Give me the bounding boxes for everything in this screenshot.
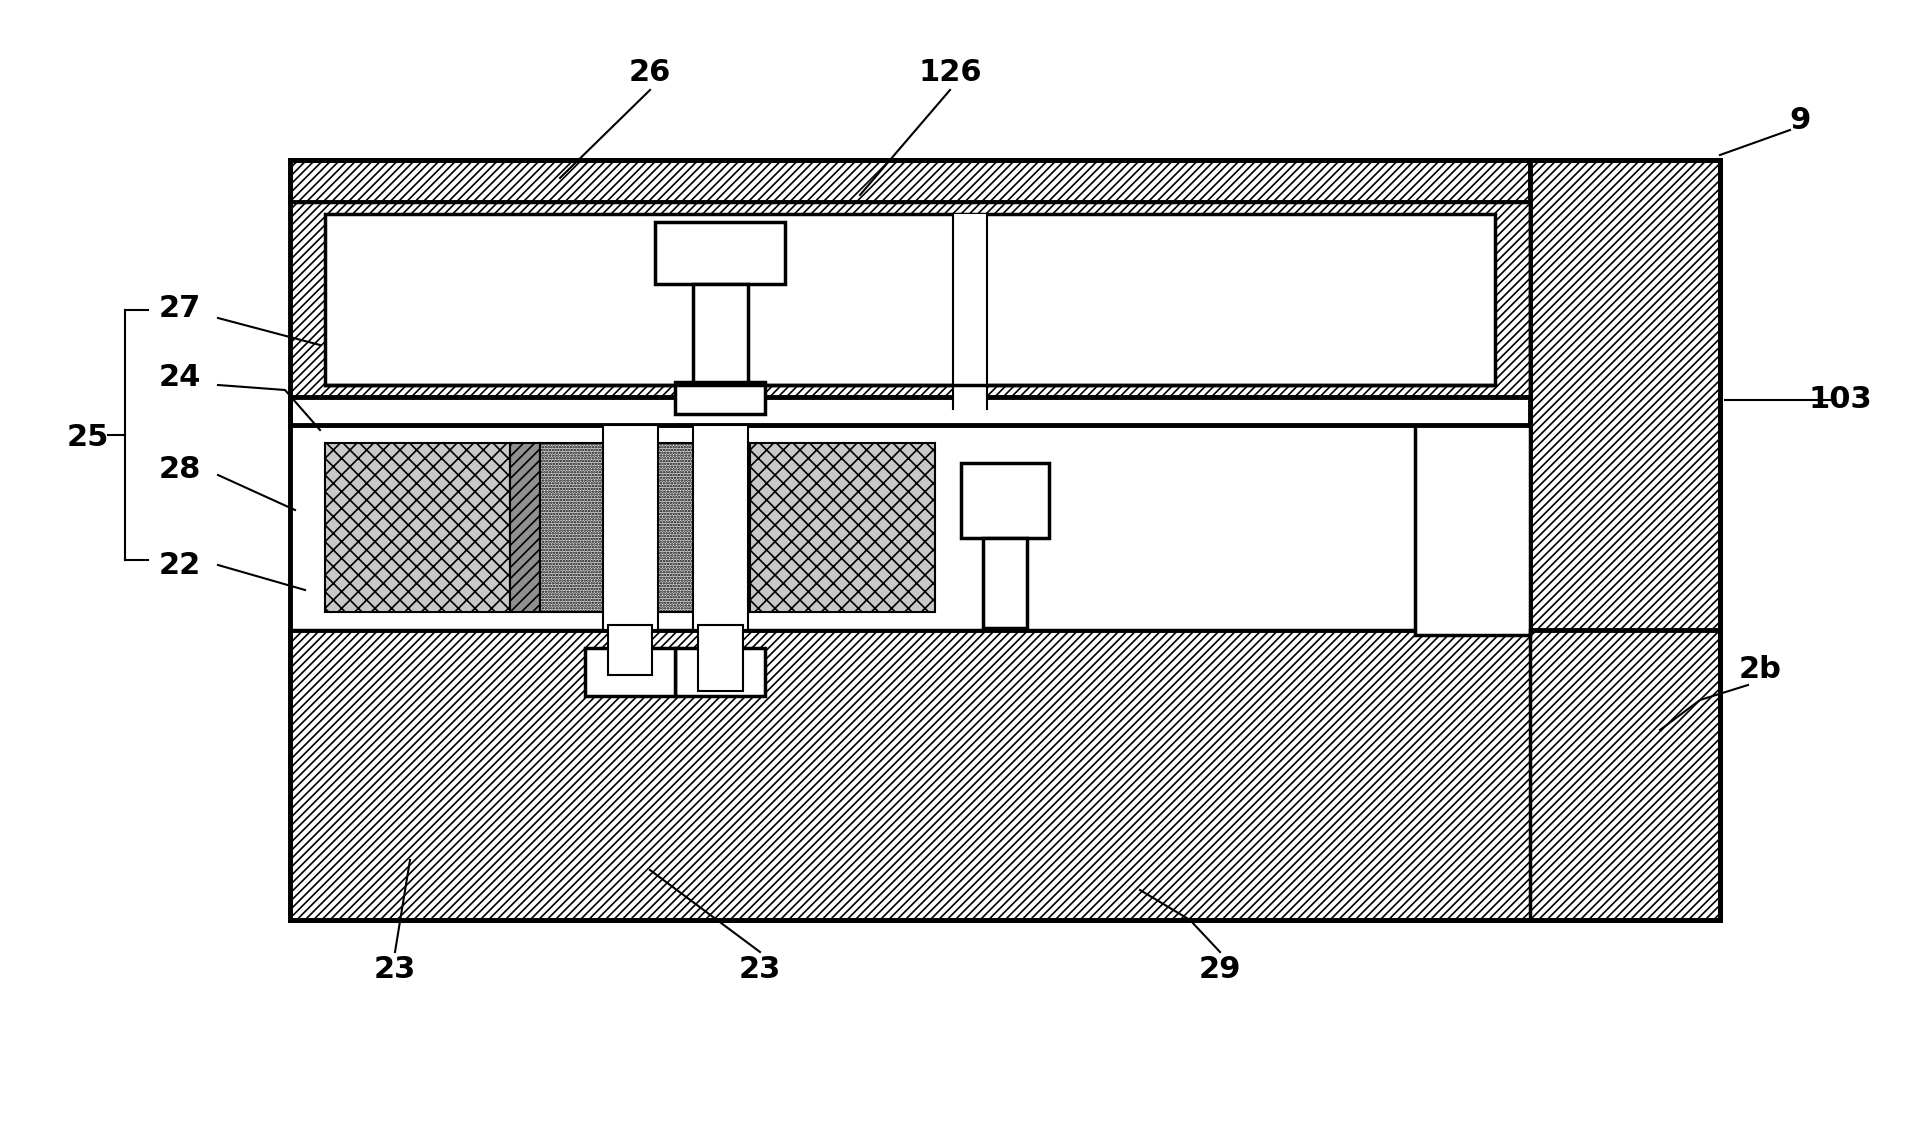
Bar (540, 442, 720, 612)
Bar (654, 222, 786, 284)
Bar (602, 424, 658, 630)
Bar (290, 398, 1529, 424)
Text: 26: 26 (629, 57, 672, 86)
Text: 24: 24 (158, 364, 201, 393)
Bar (608, 626, 652, 675)
Bar (290, 424, 1529, 630)
Text: 23: 23 (374, 956, 415, 985)
Bar (693, 424, 747, 630)
Bar (290, 159, 1720, 202)
Bar (693, 284, 747, 394)
Text: 29: 29 (1199, 956, 1241, 985)
Bar (540, 442, 720, 612)
Text: 2b: 2b (1737, 656, 1781, 685)
Bar (290, 202, 1529, 398)
Text: 25: 25 (68, 423, 110, 453)
Bar (324, 214, 1494, 385)
Bar (676, 648, 764, 696)
Text: 9: 9 (1789, 106, 1810, 135)
Bar (1415, 420, 1529, 634)
Bar (510, 442, 540, 612)
Bar (324, 442, 510, 612)
Bar (585, 648, 676, 696)
Text: 103: 103 (1806, 385, 1870, 414)
Bar (961, 463, 1048, 538)
Bar (697, 626, 743, 691)
Bar (1529, 159, 1720, 920)
Bar (290, 159, 1720, 920)
Bar (720, 442, 749, 612)
Bar (953, 214, 988, 409)
Text: 126: 126 (917, 57, 980, 86)
Bar (290, 630, 1720, 920)
Text: 23: 23 (739, 956, 782, 985)
Bar (982, 538, 1027, 628)
Text: 27: 27 (158, 293, 201, 322)
Text: 22: 22 (158, 550, 201, 579)
Bar (749, 442, 934, 612)
Bar (676, 382, 764, 414)
Text: 28: 28 (158, 456, 201, 484)
